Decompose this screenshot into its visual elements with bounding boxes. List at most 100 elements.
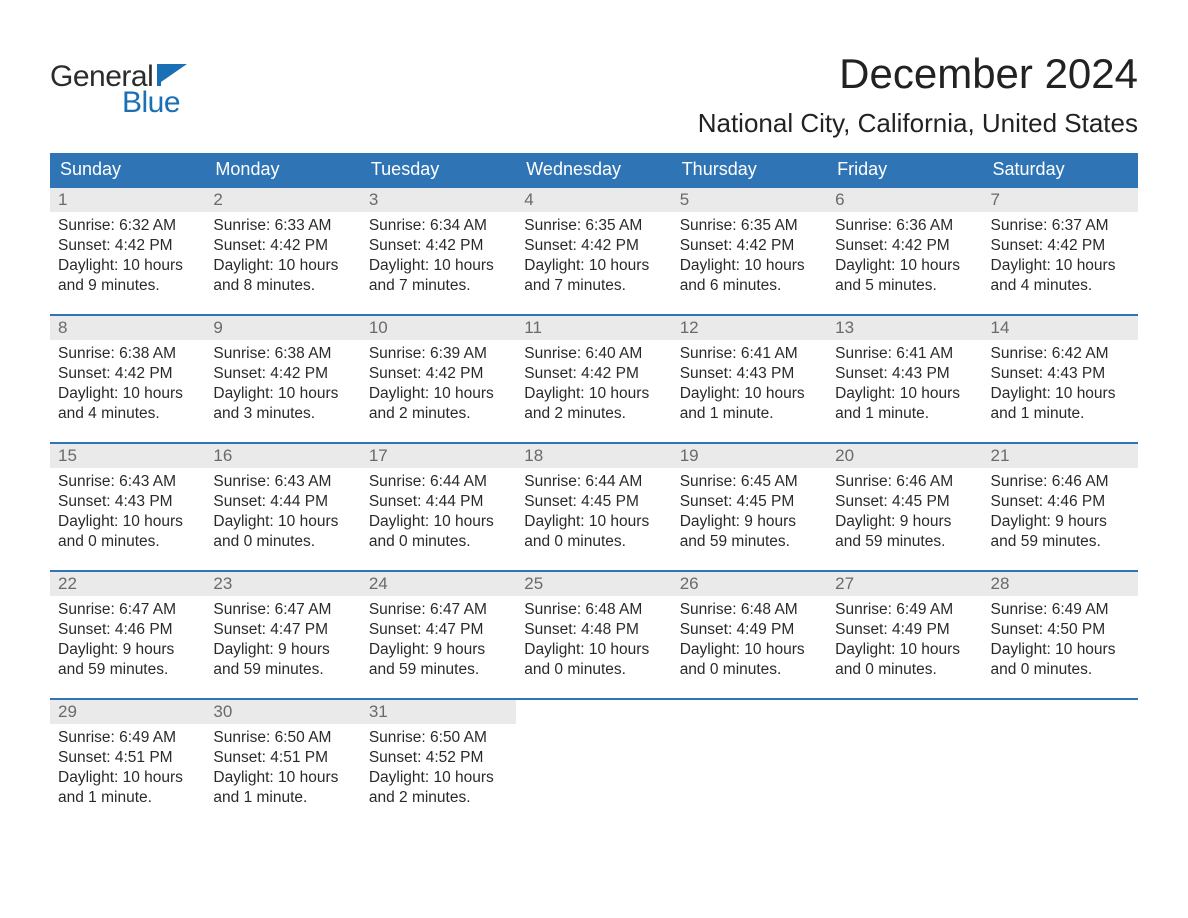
calendar-cell: .. xyxy=(672,699,827,827)
sunrise-text: Sunrise: 6:35 AM xyxy=(524,216,663,236)
day-content: Sunrise: 6:46 AMSunset: 4:45 PMDaylight:… xyxy=(827,468,982,559)
sunset-text: Sunset: 4:42 PM xyxy=(58,364,197,384)
sunset-text: Sunset: 4:42 PM xyxy=(213,236,352,256)
calendar-cell: 20Sunrise: 6:46 AMSunset: 4:45 PMDayligh… xyxy=(827,443,982,571)
sunset-text: Sunset: 4:42 PM xyxy=(835,236,974,256)
calendar-cell: 12Sunrise: 6:41 AMSunset: 4:43 PMDayligh… xyxy=(672,315,827,443)
day-content: Sunrise: 6:44 AMSunset: 4:44 PMDaylight:… xyxy=(361,468,516,559)
sunset-text: Sunset: 4:42 PM xyxy=(680,236,819,256)
calendar-cell: .. xyxy=(983,699,1138,827)
day-content: Sunrise: 6:32 AMSunset: 4:42 PMDaylight:… xyxy=(50,212,205,303)
daylight-line1: Daylight: 9 hours xyxy=(213,640,352,660)
calendar-cell: 27Sunrise: 6:49 AMSunset: 4:49 PMDayligh… xyxy=(827,571,982,699)
daylight-line1: Daylight: 10 hours xyxy=(369,512,508,532)
daylight-line1: Daylight: 10 hours xyxy=(524,640,663,660)
day-header: Thursday xyxy=(672,153,827,187)
sunset-text: Sunset: 4:48 PM xyxy=(524,620,663,640)
sunset-text: Sunset: 4:49 PM xyxy=(835,620,974,640)
day-header: Monday xyxy=(205,153,360,187)
sunset-text: Sunset: 4:42 PM xyxy=(991,236,1130,256)
daylight-line2: and 0 minutes. xyxy=(991,660,1130,680)
sunset-text: Sunset: 4:42 PM xyxy=(369,364,508,384)
sunrise-text: Sunrise: 6:49 AM xyxy=(991,600,1130,620)
daylight-line1: Daylight: 10 hours xyxy=(680,256,819,276)
sunset-text: Sunset: 4:42 PM xyxy=(369,236,508,256)
daylight-line2: and 5 minutes. xyxy=(835,276,974,296)
sunset-text: Sunset: 4:42 PM xyxy=(524,236,663,256)
day-number: 21 xyxy=(983,444,1138,468)
day-header: Wednesday xyxy=(516,153,671,187)
page-header: General Blue December 2024 National City… xyxy=(50,50,1138,145)
daylight-line1: Daylight: 10 hours xyxy=(213,384,352,404)
day-content: Sunrise: 6:38 AMSunset: 4:42 PMDaylight:… xyxy=(205,340,360,431)
daylight-line2: and 0 minutes. xyxy=(680,660,819,680)
calendar-cell: 2Sunrise: 6:33 AMSunset: 4:42 PMDaylight… xyxy=(205,187,360,315)
calendar-cell: 8Sunrise: 6:38 AMSunset: 4:42 PMDaylight… xyxy=(50,315,205,443)
daylight-line2: and 1 minute. xyxy=(991,404,1130,424)
day-content: Sunrise: 6:49 AMSunset: 4:50 PMDaylight:… xyxy=(983,596,1138,687)
calendar-cell: 17Sunrise: 6:44 AMSunset: 4:44 PMDayligh… xyxy=(361,443,516,571)
day-number: 26 xyxy=(672,572,827,596)
calendar-cell: 30Sunrise: 6:50 AMSunset: 4:51 PMDayligh… xyxy=(205,699,360,827)
day-number: 27 xyxy=(827,572,982,596)
sunrise-text: Sunrise: 6:41 AM xyxy=(680,344,819,364)
daylight-line2: and 7 minutes. xyxy=(524,276,663,296)
day-number: 16 xyxy=(205,444,360,468)
daylight-line1: Daylight: 10 hours xyxy=(991,256,1130,276)
daylight-line2: and 0 minutes. xyxy=(213,532,352,552)
daylight-line2: and 3 minutes. xyxy=(213,404,352,424)
daylight-line2: and 0 minutes. xyxy=(58,532,197,552)
day-number: 22 xyxy=(50,572,205,596)
daylight-line2: and 0 minutes. xyxy=(524,532,663,552)
daylight-line2: and 59 minutes. xyxy=(835,532,974,552)
daylight-line1: Daylight: 10 hours xyxy=(213,512,352,532)
daylight-line2: and 9 minutes. xyxy=(58,276,197,296)
sunset-text: Sunset: 4:43 PM xyxy=(680,364,819,384)
calendar-cell: .. xyxy=(827,699,982,827)
day-header: Saturday xyxy=(983,153,1138,187)
daylight-line1: Daylight: 10 hours xyxy=(369,384,508,404)
sunset-text: Sunset: 4:45 PM xyxy=(835,492,974,512)
sunrise-text: Sunrise: 6:35 AM xyxy=(680,216,819,236)
sunrise-text: Sunrise: 6:48 AM xyxy=(524,600,663,620)
day-content: Sunrise: 6:48 AMSunset: 4:48 PMDaylight:… xyxy=(516,596,671,687)
calendar-cell: 24Sunrise: 6:47 AMSunset: 4:47 PMDayligh… xyxy=(361,571,516,699)
day-number: 24 xyxy=(361,572,516,596)
sunrise-text: Sunrise: 6:49 AM xyxy=(58,728,197,748)
day-number: 13 xyxy=(827,316,982,340)
sunset-text: Sunset: 4:46 PM xyxy=(58,620,197,640)
day-content: Sunrise: 6:43 AMSunset: 4:44 PMDaylight:… xyxy=(205,468,360,559)
calendar-cell: 31Sunrise: 6:50 AMSunset: 4:52 PMDayligh… xyxy=(361,699,516,827)
daylight-line1: Daylight: 10 hours xyxy=(524,384,663,404)
sunset-text: Sunset: 4:44 PM xyxy=(369,492,508,512)
daylight-line1: Daylight: 10 hours xyxy=(835,640,974,660)
day-number: 20 xyxy=(827,444,982,468)
calendar-week-row: 29Sunrise: 6:49 AMSunset: 4:51 PMDayligh… xyxy=(50,699,1138,827)
daylight-line1: Daylight: 10 hours xyxy=(369,768,508,788)
daylight-line1: Daylight: 10 hours xyxy=(835,384,974,404)
month-title: December 2024 xyxy=(698,50,1138,98)
calendar-cell: 22Sunrise: 6:47 AMSunset: 4:46 PMDayligh… xyxy=(50,571,205,699)
calendar-cell: 18Sunrise: 6:44 AMSunset: 4:45 PMDayligh… xyxy=(516,443,671,571)
daylight-line2: and 1 minute. xyxy=(835,404,974,424)
daylight-line1: Daylight: 10 hours xyxy=(524,512,663,532)
day-content: Sunrise: 6:48 AMSunset: 4:49 PMDaylight:… xyxy=(672,596,827,687)
sunset-text: Sunset: 4:47 PM xyxy=(213,620,352,640)
calendar-cell: 6Sunrise: 6:36 AMSunset: 4:42 PMDaylight… xyxy=(827,187,982,315)
sunset-text: Sunset: 4:43 PM xyxy=(58,492,197,512)
sunrise-text: Sunrise: 6:41 AM xyxy=(835,344,974,364)
day-content: Sunrise: 6:35 AMSunset: 4:42 PMDaylight:… xyxy=(672,212,827,303)
daylight-line2: and 2 minutes. xyxy=(524,404,663,424)
day-number: 23 xyxy=(205,572,360,596)
day-number: 15 xyxy=(50,444,205,468)
day-content: Sunrise: 6:46 AMSunset: 4:46 PMDaylight:… xyxy=(983,468,1138,559)
day-number: 28 xyxy=(983,572,1138,596)
calendar-cell: 26Sunrise: 6:48 AMSunset: 4:49 PMDayligh… xyxy=(672,571,827,699)
calendar-week-row: 8Sunrise: 6:38 AMSunset: 4:42 PMDaylight… xyxy=(50,315,1138,443)
calendar-cell: 16Sunrise: 6:43 AMSunset: 4:44 PMDayligh… xyxy=(205,443,360,571)
day-number: 10 xyxy=(361,316,516,340)
daylight-line2: and 2 minutes. xyxy=(369,404,508,424)
calendar-cell: 21Sunrise: 6:46 AMSunset: 4:46 PMDayligh… xyxy=(983,443,1138,571)
day-number: 4 xyxy=(516,188,671,212)
day-number: 3 xyxy=(361,188,516,212)
